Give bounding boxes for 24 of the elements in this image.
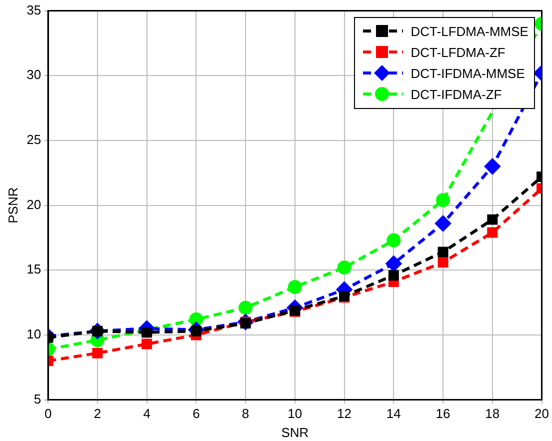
x-tick-label: 6 (192, 406, 200, 422)
y-tick-label: 10 (26, 326, 42, 342)
x-tick-label: 8 (242, 406, 250, 422)
x-tick-label: 0 (44, 406, 52, 422)
x-tick-label: 14 (386, 406, 401, 422)
y-tick-label: 15 (26, 262, 42, 277)
legend-label: DCT-LFDMA-MMSE (410, 24, 528, 39)
x-tick-label: 12 (337, 406, 352, 422)
y-tick-label: 25 (26, 132, 42, 148)
y-axis-title: PSNR (5, 187, 20, 224)
x-axis-title: SNR (281, 424, 309, 440)
x-tick-label: 18 (485, 406, 500, 422)
y-tick-label: 5 (34, 391, 42, 406)
x-tick-label: 20 (534, 406, 550, 422)
legend-label: DCT-IFDMA-ZF (410, 86, 502, 102)
y-tick-label: 35 (26, 2, 42, 18)
x-tick-label: 4 (143, 406, 150, 422)
legend-label: DCT-LFDMA-ZF (410, 44, 506, 60)
x-tick-label: 2 (94, 406, 102, 422)
x-tick-label: 16 (436, 406, 450, 422)
legend-label: DCT-IFDMA-MMSE (410, 66, 525, 81)
y-tick-label: 20 (26, 196, 42, 212)
x-tick-label: 10 (288, 406, 302, 422)
y-tick-label: 30 (26, 67, 42, 82)
